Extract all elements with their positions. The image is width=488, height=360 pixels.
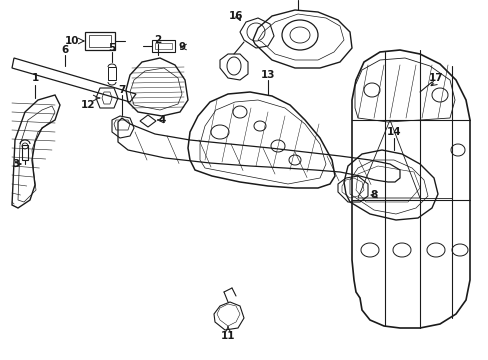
Text: 4: 4 [158,115,165,125]
Text: 13: 13 [260,70,275,80]
Text: 5: 5 [108,43,115,53]
Text: 10: 10 [64,36,79,46]
Text: 1: 1 [31,73,39,83]
Text: 6: 6 [61,45,68,55]
Text: 2: 2 [154,35,162,45]
Text: 14: 14 [386,127,401,137]
Text: 7: 7 [118,85,125,95]
Text: 16: 16 [228,11,243,21]
Text: 17: 17 [428,73,443,83]
Text: 11: 11 [220,331,235,341]
Text: 3: 3 [12,159,20,169]
Text: 8: 8 [369,190,377,200]
Text: 9: 9 [178,42,185,52]
Text: 12: 12 [81,100,95,110]
